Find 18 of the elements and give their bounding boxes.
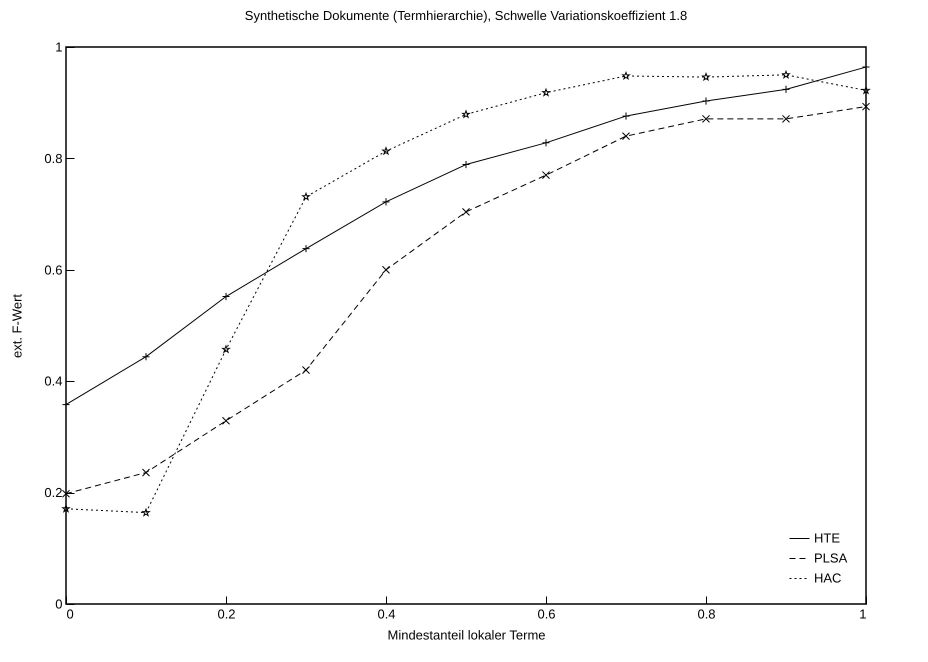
x-tick-label: 0.8 [697, 606, 716, 622]
x-tick-label: 0.2 [217, 606, 236, 622]
legend-label: HTE [814, 530, 840, 546]
legend-label: PLSA [814, 550, 848, 566]
x-tick-label: 0.6 [537, 606, 556, 622]
x-tick-label: 0.4 [377, 606, 396, 622]
x-tick-label: 1 [859, 606, 866, 622]
chart-title: Synthetische Dokumente (Termhierarchie), Schwelle Variationskoeffizient 1.8 [244, 8, 688, 23]
y-axis-title: ext. F-Wert [9, 294, 24, 358]
x-axis-title: Mindestanteil lokaler Terme [388, 628, 546, 642]
x-tick-label: 0 [66, 606, 74, 622]
y-tick-label: 1 [55, 40, 62, 54]
legend-label: HAC [814, 570, 842, 586]
y-tick-label: 0.6 [44, 262, 62, 278]
y-tick-label: 0.8 [44, 150, 62, 166]
y-tick-label: 0.4 [44, 374, 62, 389]
y-tick-label: 0 [55, 596, 62, 612]
y-tick-label: 0.2 [44, 485, 62, 500]
